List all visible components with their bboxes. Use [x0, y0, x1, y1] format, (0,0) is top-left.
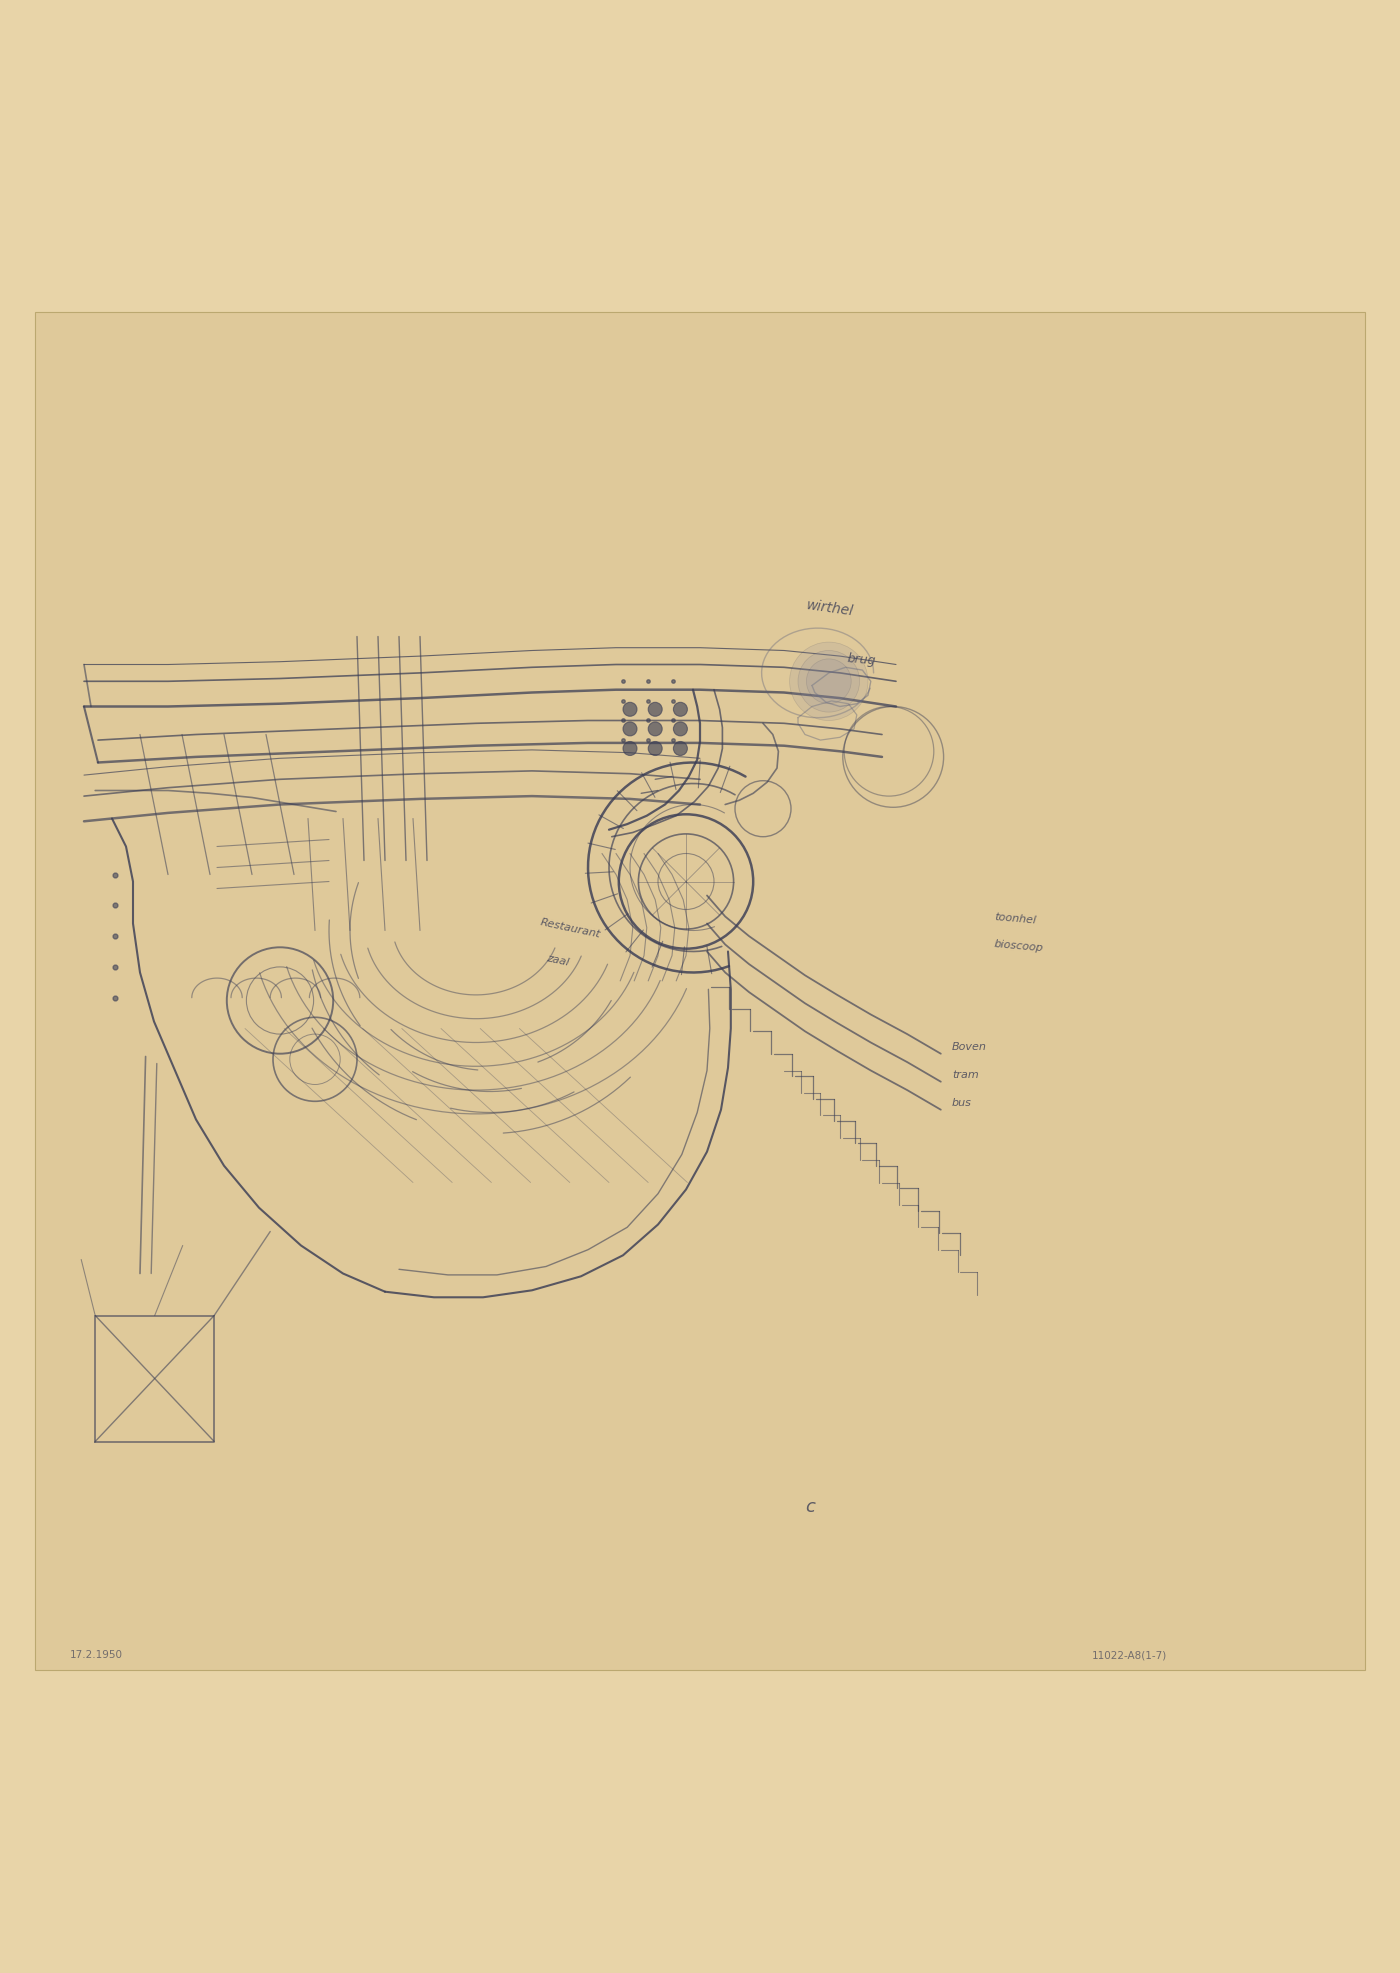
- Circle shape: [623, 702, 637, 716]
- Circle shape: [648, 742, 662, 756]
- Circle shape: [673, 742, 687, 756]
- Circle shape: [673, 702, 687, 716]
- Text: tram: tram: [952, 1069, 979, 1079]
- Text: wirthel: wirthel: [805, 598, 854, 618]
- Circle shape: [648, 702, 662, 716]
- Text: toonhel: toonhel: [994, 912, 1036, 925]
- Text: zaal: zaal: [546, 953, 570, 967]
- Circle shape: [623, 722, 637, 736]
- Circle shape: [673, 722, 687, 736]
- Text: Restaurant: Restaurant: [539, 917, 601, 939]
- Circle shape: [798, 651, 860, 712]
- Text: bus: bus: [952, 1097, 972, 1107]
- Circle shape: [623, 742, 637, 756]
- Text: c: c: [805, 1498, 815, 1515]
- Circle shape: [790, 641, 868, 720]
- Circle shape: [806, 659, 851, 704]
- Text: bioscoop: bioscoop: [994, 939, 1044, 953]
- Circle shape: [648, 722, 662, 736]
- Text: 17.2.1950: 17.2.1950: [70, 1651, 123, 1661]
- Text: 11022-A8(1-7): 11022-A8(1-7): [1092, 1651, 1168, 1661]
- Text: brug: brug: [847, 651, 876, 667]
- Text: Boven: Boven: [952, 1042, 987, 1052]
